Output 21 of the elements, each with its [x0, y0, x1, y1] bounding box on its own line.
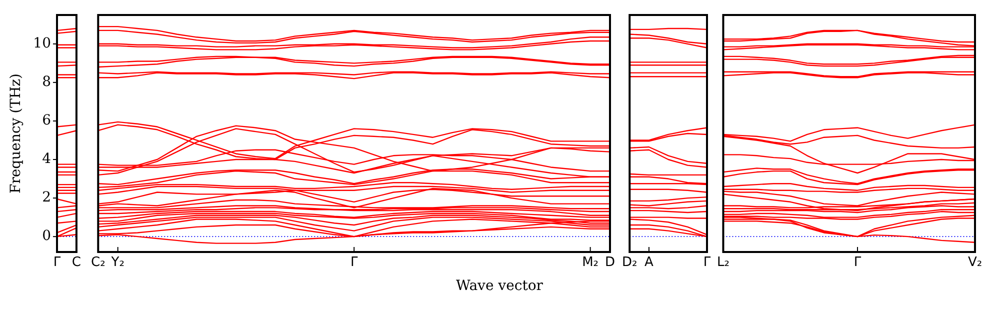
x-tick-label: Γ [854, 255, 862, 270]
x-tick-label: Γ [350, 255, 358, 270]
x-tick-label: A [644, 255, 654, 270]
x-tick-label: D₂ [622, 255, 638, 270]
x-tick-label: M₂ [582, 255, 599, 270]
y-axis-title: Frequency (THz) [8, 73, 24, 194]
x-tick-label: Γ [703, 255, 712, 270]
y-tick-label: 8 [42, 74, 51, 90]
y-tick-label: 2 [42, 190, 51, 206]
x-tick-label: V₂ [968, 255, 982, 270]
x-tick-label: D [604, 255, 616, 270]
y-tick-label: 6 [42, 112, 52, 129]
x-tick-label: L₂ [716, 255, 730, 270]
y-tick-label: 4 [42, 151, 52, 168]
x-axis-title: Wave vector [455, 278, 544, 294]
y-tick-label: 10 [33, 36, 51, 52]
y-tick-label: 0 [42, 228, 51, 244]
x-tick-label: Y₂ [110, 255, 124, 270]
x-tick-label: Γ [53, 255, 62, 270]
x-tick-label: C₂ [90, 255, 106, 270]
x-tick-label: C [72, 255, 81, 270]
